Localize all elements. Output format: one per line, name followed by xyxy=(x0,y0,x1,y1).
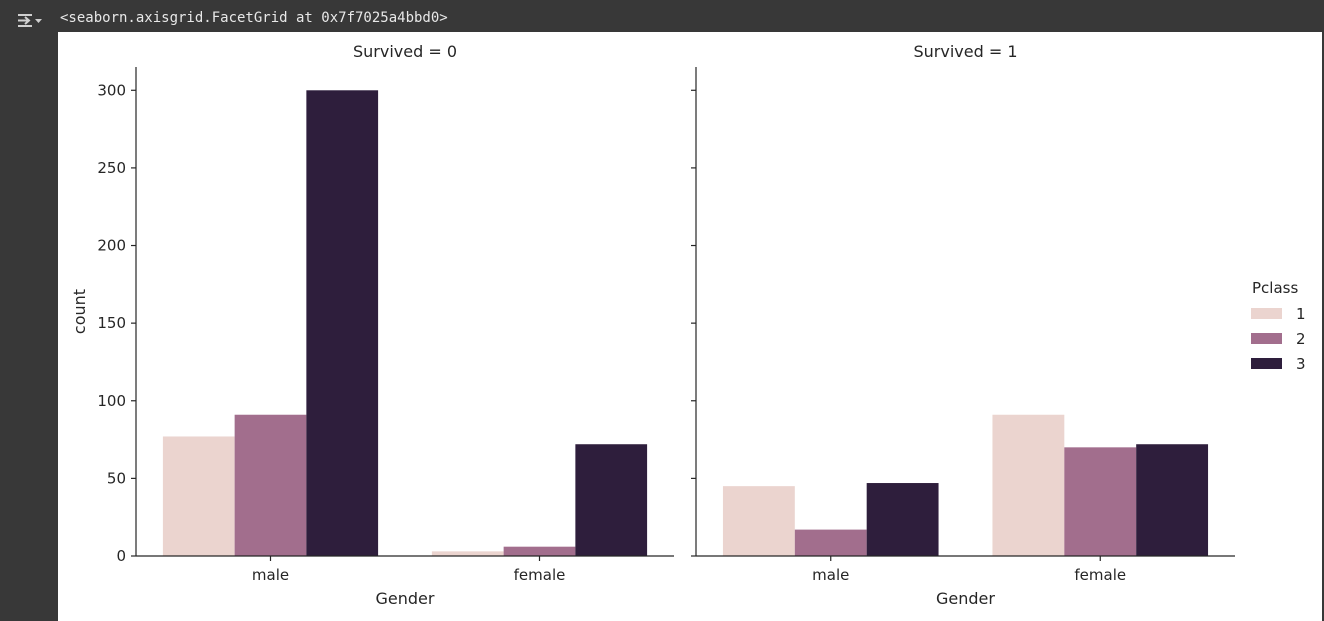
y-axis-label: count xyxy=(70,289,89,334)
legend-title: Pclass xyxy=(1252,279,1298,297)
legend-swatch-1 xyxy=(1251,308,1282,319)
bar-facet0-female-pclass1 xyxy=(431,551,504,556)
bar-facet1-female-pclass1 xyxy=(992,414,1065,556)
y-tick-label-0: 0 xyxy=(116,547,126,565)
y-tick-label-250: 250 xyxy=(97,159,126,177)
bar-facet1-male-pclass3 xyxy=(866,483,939,556)
legend-swatch-2 xyxy=(1251,333,1282,344)
y-tick-label-300: 300 xyxy=(97,81,126,99)
x-axis-label-1: Gender xyxy=(936,589,995,608)
output-gutter xyxy=(0,0,58,621)
bar-facet0-male-pclass3 xyxy=(306,90,379,557)
legend-label-1: 1 xyxy=(1296,305,1306,323)
bar-facet0-male-pclass1 xyxy=(162,436,235,556)
y-tick-label-100: 100 xyxy=(97,392,126,410)
y-tick-label-200: 200 xyxy=(97,237,126,255)
bar-facet0-female-pclass2 xyxy=(503,546,576,556)
y-tick-label-150: 150 xyxy=(97,314,126,332)
output-toggle-icon[interactable] xyxy=(14,10,44,32)
legend-label-2: 2 xyxy=(1296,330,1306,348)
bar-facet1-male-pclass2 xyxy=(794,529,867,556)
facet-grid-figure: Survived = 0 0 50 100 150 200 250 300 male female… xyxy=(58,32,1322,621)
x-tick-label-0-male: male xyxy=(252,566,289,584)
bar-facet1-female-pclass3 xyxy=(1136,444,1209,556)
bar-facet1-male-pclass1 xyxy=(722,486,795,556)
bar-facet1-female-pclass2 xyxy=(1064,447,1137,556)
bar-facet0-male-pclass2 xyxy=(234,414,307,556)
legend-swatch-3 xyxy=(1251,358,1282,369)
bar-facet0-female-pclass3 xyxy=(575,444,648,556)
x-tick-label-1-male: male xyxy=(812,566,849,584)
facet-title-1: Survived = 1 xyxy=(913,42,1017,61)
legend-label-3: 3 xyxy=(1296,355,1306,373)
facet-grid-chart: Survived = 0 0 50 100 150 200 250 300 male female… xyxy=(70,42,1306,608)
x-axis-label-0: Gender xyxy=(376,589,435,608)
facet-title-0: Survived = 0 xyxy=(353,42,457,61)
y-tick-label-50: 50 xyxy=(107,469,126,487)
x-tick-label-1-female: female xyxy=(1074,566,1126,584)
output-repr-text: <seaborn.axisgrid.FacetGrid at 0x7f7025a… xyxy=(60,10,448,26)
x-tick-label-0-female: female xyxy=(514,566,566,584)
